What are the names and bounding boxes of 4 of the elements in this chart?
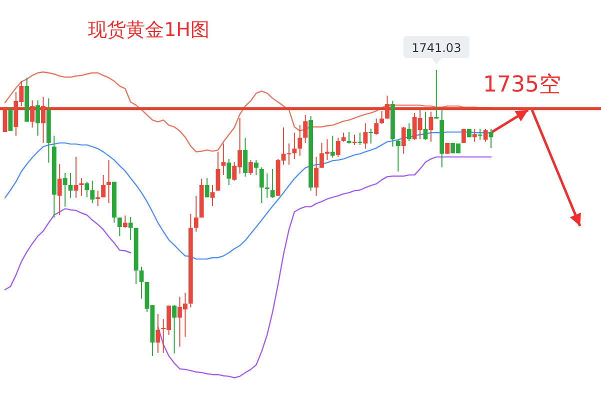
ref-line-label: 1735空 — [483, 72, 561, 98]
chart-title: 现货黄金1H图 — [88, 19, 210, 41]
annotation: 1741.03 — [412, 41, 462, 55]
annotation: 1741.03 — [403, 36, 470, 64]
